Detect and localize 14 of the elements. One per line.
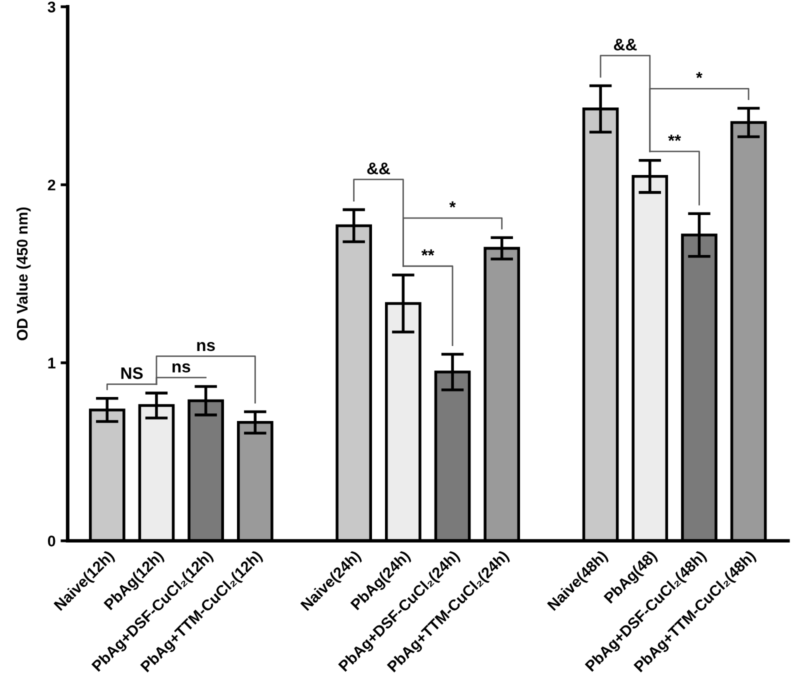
annotation: * xyxy=(449,201,456,208)
y-tick-label: 0 xyxy=(48,536,56,546)
annotation: && xyxy=(367,162,390,174)
annotation: ** xyxy=(421,249,434,256)
annotation: && xyxy=(614,38,637,50)
annotation: * xyxy=(696,72,702,78)
y-tick-label: 3 xyxy=(48,2,56,12)
annotation: ns xyxy=(172,363,190,372)
annotation: ns xyxy=(197,342,215,352)
annotation: ** xyxy=(668,134,682,141)
y-tick-label: 2 xyxy=(48,180,56,190)
annotation: NS xyxy=(121,367,143,380)
y-tick-label: 1 xyxy=(48,358,56,368)
y-axis-title: OD Value (450 nm) xyxy=(16,207,31,340)
